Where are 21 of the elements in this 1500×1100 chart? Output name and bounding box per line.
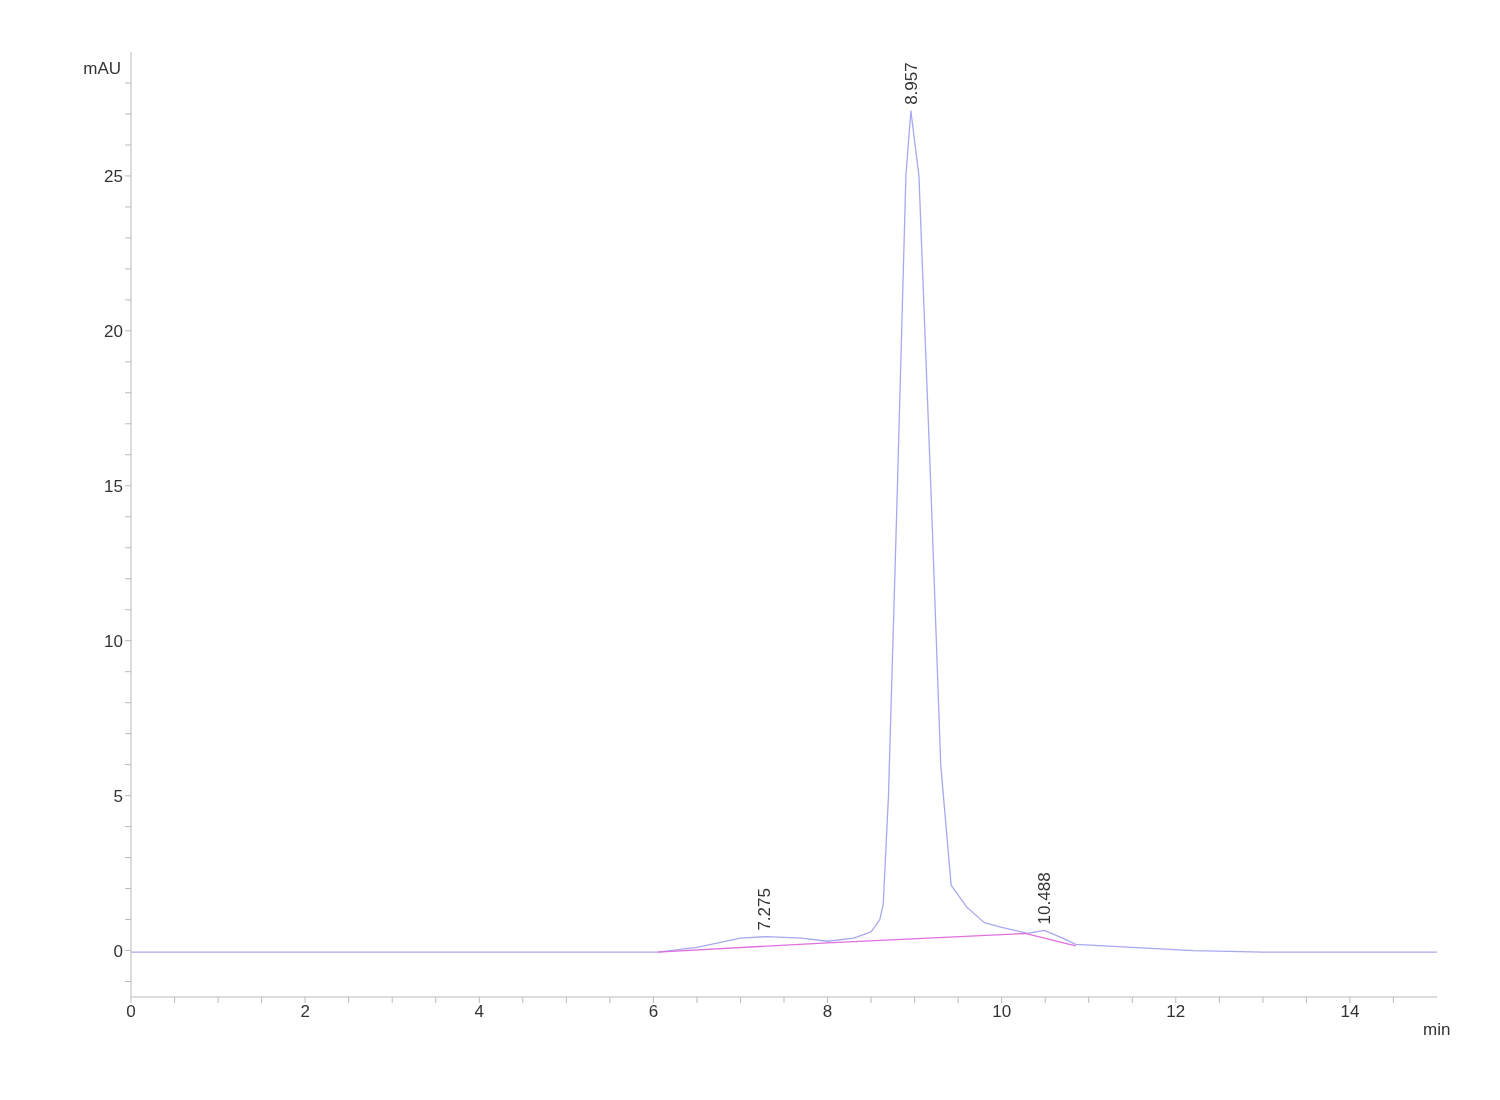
x-tick-label: 8 <box>822 1002 833 1022</box>
annotation: 8.957 <box>901 62 921 105</box>
annotation: 10.488 <box>1035 872 1055 925</box>
x-tick-label: 10 <box>992 1002 1012 1022</box>
x-tick-label: 12 <box>1166 1002 1186 1022</box>
y-tick-label: 25 <box>104 166 123 186</box>
y-tick-label: 0 <box>113 941 123 961</box>
line-series <box>657 932 1077 953</box>
annotation: 7.275 <box>755 888 775 931</box>
x-tick-label: 6 <box>648 1002 659 1022</box>
y-tick-label: 5 <box>113 786 123 806</box>
y-axis-title: mAU <box>83 59 121 78</box>
x-axis-title: min <box>1423 1020 1451 1039</box>
y-tick-label: 10 <box>104 631 123 651</box>
x-tick-label: 2 <box>300 1002 310 1022</box>
line-series <box>131 110 1437 953</box>
x-tick-label: 4 <box>474 1002 484 1022</box>
y-tick-label: 20 <box>104 321 123 341</box>
y-tick-label: 15 <box>104 476 123 496</box>
x-tick-label: 0 <box>126 1002 136 1022</box>
x-tick-label: 14 <box>1340 1002 1360 1022</box>
